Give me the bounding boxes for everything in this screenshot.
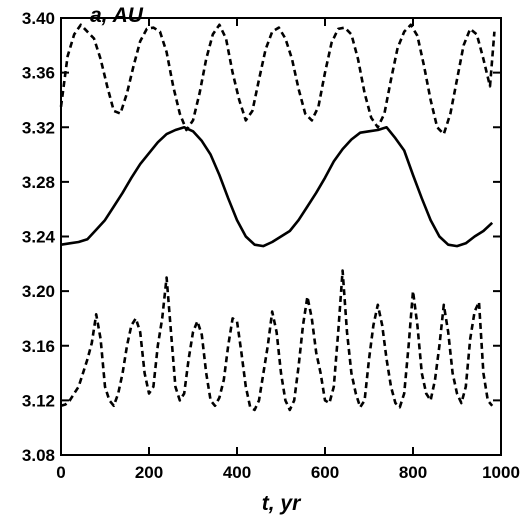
y-tick-label: 3.20 [22, 282, 55, 301]
y-tick-label: 3.08 [22, 446, 55, 465]
x-tick-label: 0 [56, 463, 65, 482]
x-tick-label: 200 [135, 463, 163, 482]
x-tick-label: 800 [399, 463, 427, 482]
y-axis-label: a, AU [90, 4, 144, 27]
x-tick-label: 1000 [482, 463, 520, 482]
y-tick-label: 3.16 [22, 337, 55, 356]
series-line-2 [60, 126, 494, 248]
x-axis-label: t, yr [262, 492, 302, 515]
y-tick-label: 3.24 [22, 228, 56, 247]
y-tick-label: 3.32 [22, 118, 55, 137]
x-tick-label: 600 [311, 463, 339, 482]
y-tick-label: 3.40 [22, 9, 55, 28]
series-line-1 [59, 23, 496, 136]
x-tick-label: 400 [223, 463, 251, 482]
y-tick-label: 3.28 [22, 173, 55, 192]
y-tick-label: 3.12 [22, 391, 55, 410]
y-tick-label: 3.36 [22, 64, 55, 83]
series-layer [59, 23, 496, 412]
ticks-layer: 3.08 3.12 3.16 3.20 3.24 3.28 3.32 3.36 3.40 0 200… [22, 9, 520, 482]
series-line-3 [60, 269, 494, 412]
